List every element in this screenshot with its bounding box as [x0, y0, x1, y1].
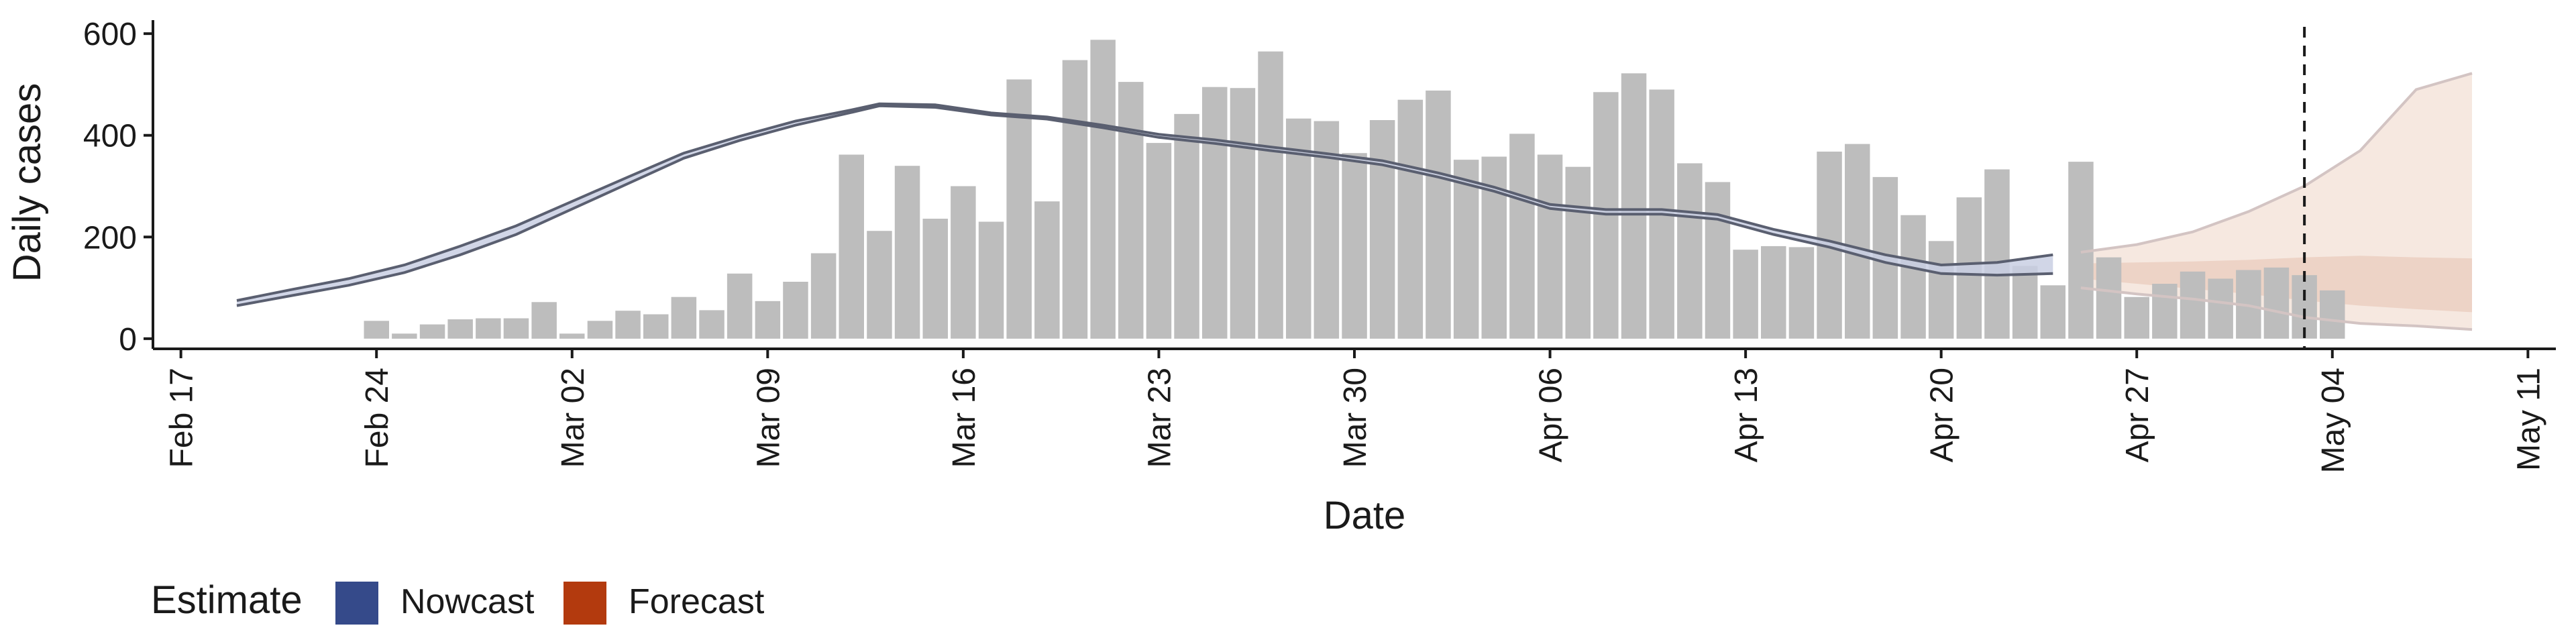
bar: [1677, 163, 1703, 339]
bar: [1258, 51, 1283, 339]
bar: [1369, 120, 1395, 339]
x-tick-label: Feb 24: [360, 368, 395, 468]
bar: [587, 321, 613, 339]
bar: [615, 311, 641, 339]
bar: [1733, 250, 1758, 339]
x-tick-label: Mar 02: [555, 368, 591, 468]
bar: [894, 166, 920, 339]
forecast-upper-line: [2080, 72, 2473, 254]
bar: [783, 282, 808, 339]
bar: [503, 318, 529, 339]
bar: [2180, 271, 2206, 339]
bar: [839, 154, 864, 339]
bar: [1509, 133, 1535, 339]
y-tick-label: 200: [83, 220, 137, 256]
bar: [447, 319, 473, 339]
bar: [1174, 113, 1199, 339]
legend-title: Estimate: [151, 578, 303, 622]
axes: 0 200 400 600 Feb 17 Feb 24 Mar 02 Mar 09 Mar 16…: [83, 17, 2556, 473]
bar: [531, 302, 557, 339]
x-tick-label: May 04: [2316, 368, 2351, 473]
bar: [2320, 290, 2345, 339]
bar: [1900, 215, 1926, 339]
bar: [2012, 266, 2038, 339]
bar: [1537, 154, 1563, 339]
x-tick-label: Mar 30: [1338, 368, 1373, 468]
bar: [671, 297, 697, 339]
bar: [1006, 79, 1032, 339]
bar: [1788, 247, 1815, 339]
bar: [559, 333, 585, 339]
bar: [867, 231, 892, 339]
bar: [1397, 99, 1424, 339]
bar: [1845, 144, 1870, 339]
bar: [1565, 166, 1591, 339]
bar: [1761, 246, 1786, 339]
bar: [643, 314, 669, 339]
x-tick-label: May 11: [2511, 368, 2546, 471]
bar: [2208, 278, 2233, 339]
bar: [2124, 297, 2149, 339]
bar: [1118, 82, 1144, 339]
bar: [1453, 160, 1479, 339]
legend-key-forecast: [564, 582, 606, 625]
bar: [1202, 87, 1228, 339]
x-tick-label: Feb 17: [164, 368, 200, 468]
bar: [1928, 241, 1954, 339]
x-tick-label: Apr 27: [2120, 368, 2155, 462]
y-tick-label: 0: [119, 322, 137, 358]
forecast-lower-line: [2080, 286, 2473, 331]
bar: [755, 301, 781, 339]
y-tick-label: 600: [83, 17, 137, 52]
legend: Estimate Nowcast Forecast: [151, 578, 765, 625]
bar: [1426, 91, 1451, 339]
bar: [1062, 60, 1088, 339]
bar: [922, 219, 948, 339]
bar: [951, 186, 976, 339]
x-axis-label: Date: [1324, 494, 1406, 537]
y-axis-label: Daily cases: [5, 83, 49, 282]
x-tick-label: Apr 06: [1534, 368, 1569, 462]
legend-label-forecast: Forecast: [629, 582, 765, 621]
bar: [1034, 201, 1060, 339]
nowcast-upper-line: [236, 102, 2053, 302]
bar: [1984, 169, 2010, 339]
bar: [2152, 284, 2178, 339]
bar: [392, 333, 417, 339]
nowcast-lower-line: [236, 104, 2053, 307]
x-tick-label: Mar 09: [751, 368, 786, 468]
x-tick-label: Apr 20: [1925, 368, 1960, 462]
legend-key-nowcast: [335, 582, 378, 625]
bar: [2040, 285, 2065, 339]
x-tick-label: Apr 13: [1729, 368, 1764, 462]
bar: [419, 324, 445, 339]
bar: [699, 310, 724, 339]
bar: [364, 321, 389, 339]
bar: [2263, 267, 2290, 339]
nowcast-band: [237, 103, 2053, 306]
bar: [1621, 73, 1647, 339]
bar: [727, 273, 753, 339]
bar: [1090, 40, 1116, 339]
bar: [1342, 153, 1367, 339]
bar: [1146, 143, 1172, 339]
bar: [978, 221, 1004, 339]
bar: [1230, 88, 1256, 339]
legend-label-nowcast: Nowcast: [400, 582, 535, 621]
bar: [810, 253, 837, 339]
x-tick-label: Mar 16: [947, 368, 982, 468]
bar: [1705, 182, 1731, 339]
y-tick-label: 400: [83, 119, 137, 154]
x-tick-label: Mar 23: [1142, 368, 1177, 468]
plot-area: [236, 27, 2473, 349]
bar: [476, 318, 501, 339]
bar: [2096, 257, 2122, 339]
